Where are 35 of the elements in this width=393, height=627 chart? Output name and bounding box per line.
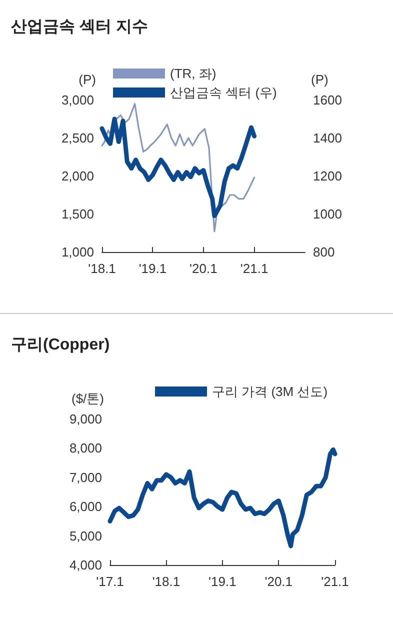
y-tick-label: 2,500	[61, 130, 94, 146]
y2-tick-label: 1600	[313, 92, 342, 108]
y-tick-label: 7,000	[69, 470, 102, 485]
y2-tick-label: 800	[313, 244, 335, 260]
x-tick-label: '20.1	[264, 574, 293, 589]
y2-tick-label: 1000	[313, 206, 342, 222]
y-tick-label: 6,000	[69, 499, 102, 514]
chart-title: 구리(Copper)	[11, 336, 110, 354]
x-tick-label: '18.1	[152, 574, 180, 589]
legend-label: 산업금속 섹터 (우)	[170, 85, 277, 100]
x-tick-label: '18.1	[88, 261, 116, 276]
line-series	[108, 447, 338, 548]
legend-label: (TR, 좌)	[170, 66, 216, 81]
y-tick-label: 1,000	[61, 244, 94, 260]
line-series	[100, 116, 257, 218]
x-tick-label: '21.1	[321, 574, 349, 589]
y-axis-title: (P)	[78, 72, 96, 87]
legend-label: 구리 가격 (3M 선도)	[212, 384, 328, 399]
y2-tick-label: 1400	[313, 130, 342, 146]
y-axis-title: ($/톤)	[72, 391, 104, 406]
y2-tick-label: 1200	[313, 168, 342, 184]
y-tick-label: 9,000	[69, 412, 102, 426]
chart-title: 산업금속 섹터 지수	[11, 18, 148, 36]
x-tick-label: '19.1	[138, 261, 167, 276]
x-tick-label: '19.1	[208, 574, 236, 589]
y-tick-label: 1,500	[61, 206, 94, 222]
x-tick-label: '21.1	[240, 261, 268, 276]
x-tick-label: '20.1	[190, 261, 218, 276]
y-tick-label: 3,000	[61, 92, 94, 108]
y-tick-label: 5,000	[69, 528, 102, 544]
y2-axis-title: (P)	[311, 72, 328, 87]
y-tick-label: 8,000	[69, 440, 102, 456]
y-tick-label: 2,000	[61, 168, 94, 184]
x-tick-label: '17.1	[96, 574, 124, 589]
y-tick-label: 4,000	[69, 558, 102, 572]
